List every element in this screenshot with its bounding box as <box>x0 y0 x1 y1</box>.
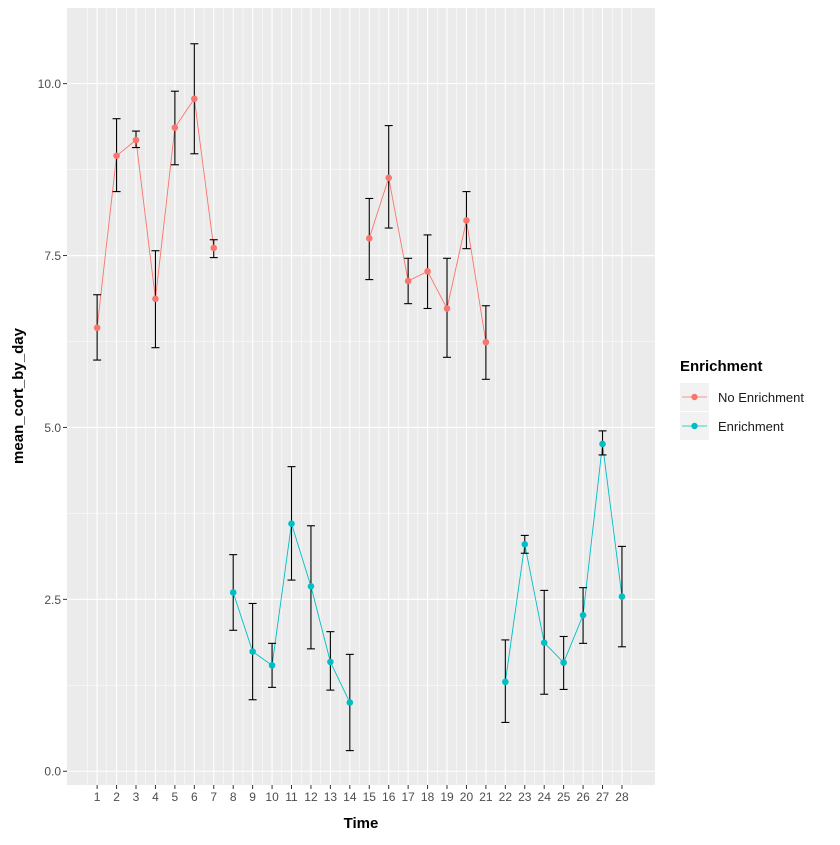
data-point <box>599 440 606 448</box>
data-point <box>502 678 509 686</box>
x-axis-label: Time <box>344 815 379 832</box>
x-tick-label: 3 <box>133 790 140 804</box>
x-tick-label: 6 <box>191 790 198 804</box>
y-tick-label: 10.0 <box>38 77 62 91</box>
x-tick-label: 12 <box>304 790 318 804</box>
x-tick-label: 21 <box>479 790 493 804</box>
data-point <box>229 589 237 596</box>
x-tick-label: 15 <box>363 790 377 804</box>
legend-title: Enrichment <box>680 358 763 375</box>
legend-label: No Enrichment <box>718 390 804 405</box>
data-point <box>307 582 315 590</box>
data-point <box>540 639 548 646</box>
data-point <box>579 611 587 619</box>
data-point <box>424 268 431 275</box>
x-tick-label: 18 <box>421 790 435 804</box>
x-tick-label: 23 <box>518 790 532 804</box>
data-point <box>113 152 120 160</box>
data-point <box>268 662 276 669</box>
data-point <box>327 658 334 666</box>
x-tick-label: 13 <box>324 790 338 804</box>
data-point <box>171 124 179 131</box>
data-point <box>210 244 218 252</box>
data-point <box>152 295 159 303</box>
y-axis-label: mean_cort_by_day <box>10 327 27 464</box>
x-tick-label: 17 <box>401 790 415 804</box>
x-tick-label: 7 <box>210 790 217 804</box>
legend-key-no-enrichment <box>691 393 698 401</box>
x-tick-label: 16 <box>382 790 396 804</box>
data-point <box>404 277 412 285</box>
data-point <box>618 593 626 600</box>
x-tick-label: 25 <box>557 790 571 804</box>
x-tick-label: 8 <box>230 790 237 804</box>
x-tick-label: 1 <box>94 790 101 804</box>
x-tick-label: 27 <box>596 790 610 804</box>
x-tick-label: 10 <box>265 790 279 804</box>
data-point <box>521 541 529 548</box>
x-tick-label: 5 <box>172 790 179 804</box>
data-point <box>560 659 567 666</box>
x-tick-label: 24 <box>538 790 552 804</box>
x-tick-label: 20 <box>460 790 474 804</box>
grid-minor <box>67 8 655 785</box>
legend-item-no-enrichment: No Enrichment <box>680 383 804 411</box>
data-point <box>132 136 140 144</box>
legend-key-enrichment <box>691 422 698 430</box>
x-tick-label: 19 <box>440 790 454 804</box>
legend-item-enrichment: Enrichment <box>680 412 784 440</box>
data-point <box>443 305 451 312</box>
y-tick-label: 7.5 <box>44 249 61 263</box>
data-point <box>365 235 373 242</box>
data-point <box>346 699 354 706</box>
y-tick-label: 0.0 <box>44 765 61 779</box>
y-tick-label: 2.5 <box>44 593 61 607</box>
x-tick-label: 22 <box>499 790 513 804</box>
x-tick-label: 4 <box>152 790 159 804</box>
legend: Enrichment No Enrichment Enrichment <box>680 358 804 440</box>
x-tick-label: 26 <box>576 790 590 804</box>
y-axis-ticks: 0.0 2.5 5.0 7.5 10.0 <box>38 77 67 779</box>
x-axis-ticks: 1 2 3 4 5 6 7 8 9 10 11 12 13 14 15 16 17 18 19 20 21 22 23 24 2… <box>94 785 629 804</box>
data-point <box>482 338 490 346</box>
data-point <box>191 95 198 103</box>
x-tick-label: 9 <box>249 790 256 804</box>
data-point <box>288 520 295 528</box>
x-tick-label: 14 <box>343 790 357 804</box>
data-point <box>385 174 392 182</box>
data-points <box>93 95 626 706</box>
x-tick-label: 28 <box>615 790 629 804</box>
data-point <box>249 648 256 655</box>
data-point <box>463 217 470 224</box>
data-point <box>93 324 101 332</box>
legend-label: Enrichment <box>718 419 784 434</box>
y-tick-label: 5.0 <box>44 421 61 435</box>
x-tick-label: 2 <box>113 790 120 804</box>
x-tick-label: 11 <box>285 790 298 804</box>
